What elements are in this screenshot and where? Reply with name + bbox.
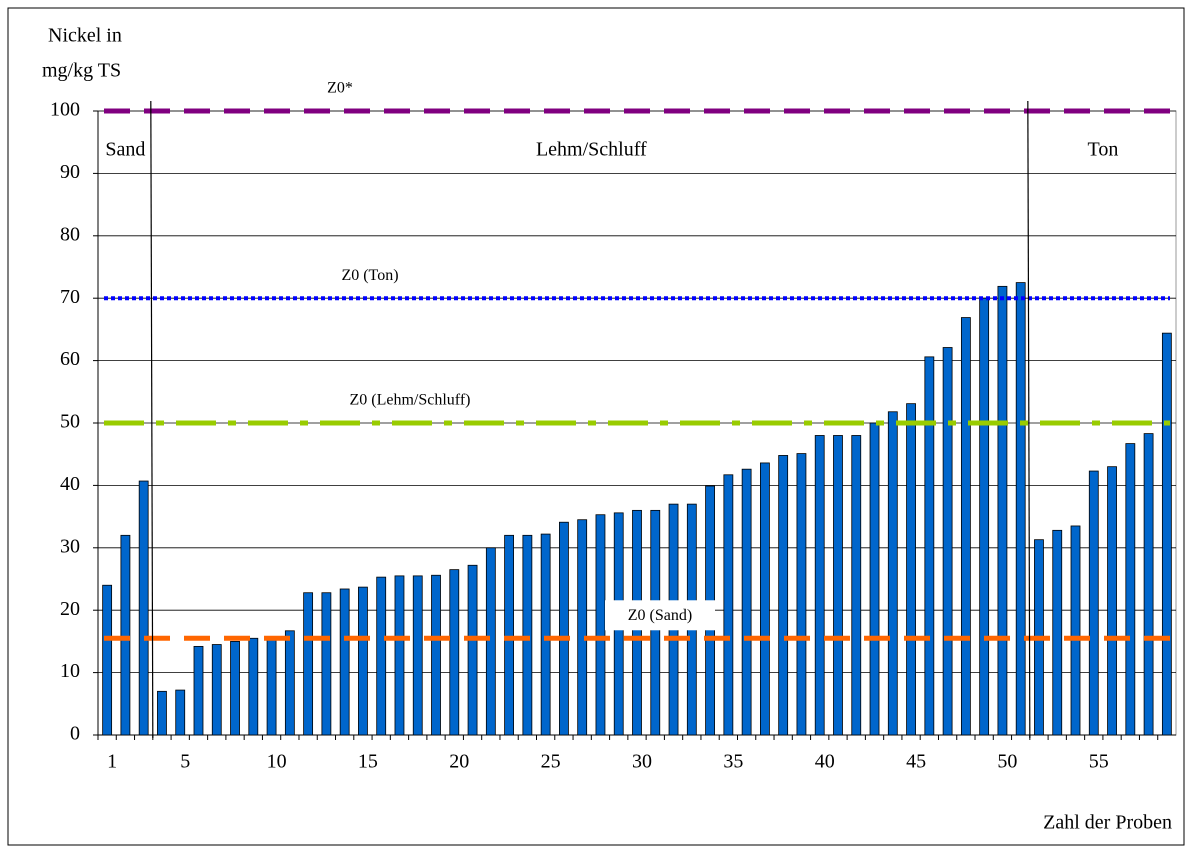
bar xyxy=(504,534,515,736)
bar xyxy=(796,453,807,736)
bar xyxy=(376,576,387,736)
reference-label: Z0* xyxy=(327,80,353,97)
bar xyxy=(833,435,843,736)
y-tick-label: 0 xyxy=(70,723,80,745)
x-tick-label: 50 xyxy=(997,751,1017,773)
bar xyxy=(559,521,569,736)
bar xyxy=(997,285,1008,736)
bar xyxy=(266,636,277,736)
bar xyxy=(449,569,460,736)
bar xyxy=(942,347,953,736)
bar xyxy=(595,514,606,736)
bar xyxy=(412,575,423,736)
bar xyxy=(321,592,332,736)
x-tick-label: 40 xyxy=(815,751,835,773)
bar xyxy=(759,462,770,736)
bar xyxy=(175,689,186,736)
y-tick-label: 70 xyxy=(60,286,80,308)
x-tick-label: 35 xyxy=(723,751,743,773)
x-tick-label: 25 xyxy=(541,751,561,773)
reference-label: Z0 (Lehm/Schluff) xyxy=(349,392,470,409)
bar xyxy=(887,411,898,736)
y-axis-title: mg/kg TS xyxy=(42,60,121,82)
y-tick-label: 80 xyxy=(60,223,80,245)
bar xyxy=(230,641,240,736)
reference-label: Z0 (Ton) xyxy=(341,267,398,284)
region-label: Sand xyxy=(105,139,145,161)
label-box xyxy=(605,600,715,631)
bar xyxy=(339,588,350,736)
x-tick-label: 30 xyxy=(632,751,652,773)
y-tick-label: 40 xyxy=(60,473,80,495)
region-label: Lehm/Schluff xyxy=(536,139,647,161)
y-tick-label: 50 xyxy=(60,411,80,433)
bar xyxy=(358,586,368,736)
region-separator xyxy=(1027,100,1031,739)
bar xyxy=(248,637,259,736)
x-tick-label: 15 xyxy=(358,751,378,773)
x-tick-label: 20 xyxy=(449,751,469,773)
bar xyxy=(906,403,916,736)
bar xyxy=(979,297,990,736)
bar xyxy=(120,534,131,736)
x-tick-label: 45 xyxy=(906,751,926,773)
x-tick-label: 1 xyxy=(107,751,117,773)
bar xyxy=(431,574,441,736)
bar xyxy=(1143,433,1154,736)
bar xyxy=(723,474,734,736)
bar xyxy=(467,564,478,736)
y-tick-label: 100 xyxy=(50,99,80,121)
bar xyxy=(1125,443,1136,736)
bar xyxy=(741,468,752,736)
x-tick-label: 55 xyxy=(1089,751,1109,773)
bar xyxy=(193,645,204,736)
bar xyxy=(1070,525,1081,736)
x-tick-label: 10 xyxy=(267,751,287,773)
bar xyxy=(157,690,167,736)
bar xyxy=(851,435,862,736)
y-tick-label: 60 xyxy=(60,348,80,370)
bar xyxy=(814,435,825,736)
region-separator xyxy=(150,100,154,739)
bar xyxy=(303,592,314,736)
bar xyxy=(1052,529,1063,736)
bar xyxy=(960,317,971,736)
reference-label: Z0 (Sand) xyxy=(628,607,692,624)
y-tick-label: 30 xyxy=(60,535,80,557)
bar xyxy=(211,644,222,736)
bar xyxy=(284,630,295,736)
bar xyxy=(485,547,496,736)
y-axis-title: Nickel in xyxy=(48,25,122,47)
bar xyxy=(522,534,533,736)
bar xyxy=(394,575,405,736)
bar xyxy=(1161,332,1172,736)
region-label: Ton xyxy=(1088,139,1119,161)
x-axis-title: Zahl der Proben xyxy=(1043,812,1172,834)
bar xyxy=(138,480,149,736)
bar xyxy=(102,584,113,736)
y-tick-label: 90 xyxy=(60,161,80,183)
bar xyxy=(577,519,588,736)
bar xyxy=(540,533,551,736)
bar xyxy=(1088,470,1099,736)
y-tick-label: 10 xyxy=(60,660,80,682)
x-tick-label: 5 xyxy=(180,751,190,773)
bar xyxy=(924,356,935,736)
y-tick-label: 20 xyxy=(60,598,80,620)
bar xyxy=(869,422,880,736)
bar xyxy=(1107,466,1117,736)
bar xyxy=(778,455,789,736)
bar xyxy=(1015,282,1026,736)
